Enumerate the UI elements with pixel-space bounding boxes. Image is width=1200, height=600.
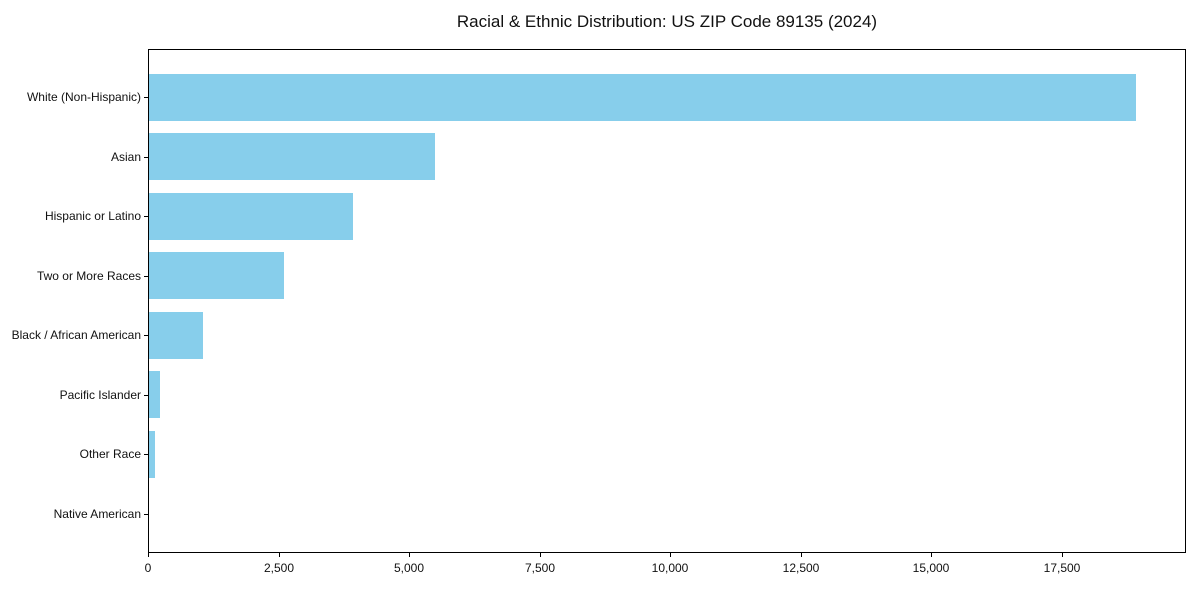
x-tick-label: 15,000 [912,561,950,575]
y-tick-label: Asian [110,149,141,164]
bar [149,73,1137,121]
y-tick-label: Native American [53,506,141,521]
x-tick-label: 0 [144,561,152,575]
bar [149,430,155,478]
y-tick-mark [144,514,148,515]
bar [149,371,161,418]
x-tick-label: 12,500 [782,561,820,575]
x-tick-mark [1062,553,1063,557]
x-tick-mark [801,553,802,557]
y-tick-mark [144,97,148,98]
x-tick-label: 2,500 [263,561,295,575]
y-tick-label: Black / African American [11,328,141,342]
bar [149,311,204,359]
y-tick-mark [144,216,148,217]
bar [149,252,284,299]
bar [149,192,353,240]
y-tick-label: Hispanic or Latino [44,209,141,223]
y-tick-mark [144,395,148,396]
x-tick-label: 17,500 [1043,561,1081,575]
y-tick-label: Other Race [79,447,141,461]
x-tick-label: 7,500 [524,561,556,575]
y-tick-label: Pacific Islander [59,387,141,402]
x-tick-mark [540,553,541,557]
bar [149,133,435,180]
x-tick-label: 10,000 [651,561,689,575]
y-tick-label: Two or More Races [36,268,141,283]
x-tick-mark [148,553,149,557]
y-tick-mark [144,157,148,158]
x-tick-mark [931,553,932,557]
x-tick-mark [670,553,671,557]
y-tick-mark [144,276,148,277]
x-tick-mark [279,553,280,557]
y-tick-mark [144,335,148,336]
y-tick-mark [144,454,148,455]
x-tick-mark [409,553,410,557]
y-tick-label: White (Non-Hispanic) [26,90,141,104]
plot-area [148,49,1186,553]
x-tick-label: 5,000 [393,561,425,575]
chart-title: Racial & Ethnic Distribution: US ZIP Cod… [456,12,878,31]
